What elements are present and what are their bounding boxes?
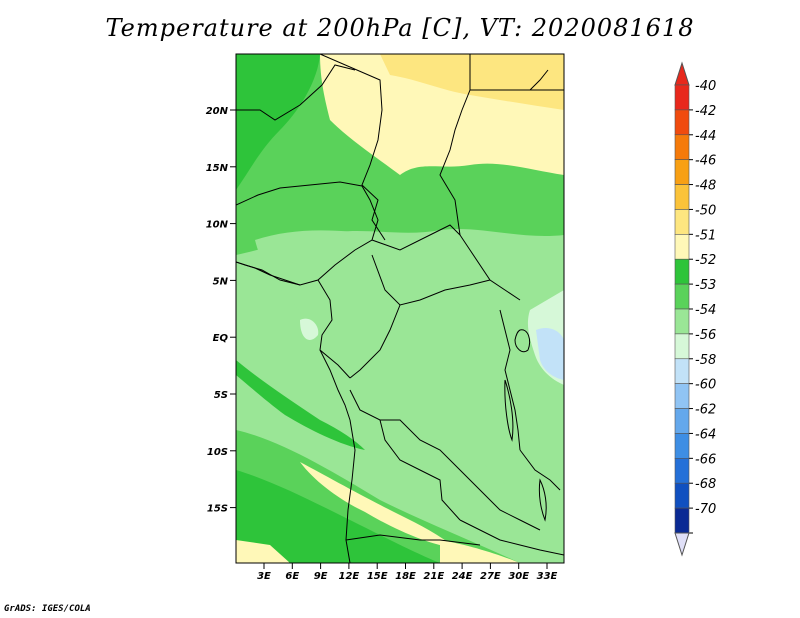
field-west-strip xyxy=(236,360,365,450)
lon-label: 30E xyxy=(508,571,529,582)
border-drc-north xyxy=(349,304,401,379)
colorbar-label: -52 xyxy=(695,253,716,268)
border-car-south xyxy=(371,254,491,306)
lat-label: 5N xyxy=(213,276,229,287)
colorbar-swatch xyxy=(674,308,690,335)
colorbar-label: -48 xyxy=(695,179,716,194)
latitude-axis: 20N 15N 10N 5N EQ 5S 10S 15S xyxy=(206,106,236,515)
colorbar-label: -42 xyxy=(695,104,716,119)
lat-label: EQ xyxy=(213,333,229,344)
colorbar-label: -54 xyxy=(695,303,716,318)
field-central-lightest xyxy=(536,328,564,380)
border-congo xyxy=(317,279,351,379)
border-south xyxy=(345,534,481,546)
lon-label: 12E xyxy=(339,571,360,582)
colorbar-top-arrow xyxy=(674,61,690,86)
border-cameroon xyxy=(236,185,379,286)
lake-victoria xyxy=(514,329,531,353)
border-nigeria xyxy=(236,181,363,206)
lat-label: 15S xyxy=(207,504,228,515)
grads-credit: GrADS: IGES/COLA xyxy=(4,604,91,614)
colorbar-swatch xyxy=(674,159,690,185)
lat-label: 10S xyxy=(207,447,228,458)
longitude-axis: 3E 6E 9E 12E 15E 18E 21E 24E 27E 30E 33E xyxy=(257,563,558,582)
lon-label: 15E xyxy=(367,571,388,582)
colorbar-swatch xyxy=(674,383,690,409)
lon-label: 9E xyxy=(314,571,328,582)
lon-label: 27E xyxy=(480,571,501,582)
lon-label: 3E xyxy=(257,571,271,582)
colorbar-swatch xyxy=(674,84,690,111)
colorbar-swatch xyxy=(674,408,690,434)
colorbar-label: -68 xyxy=(695,477,716,492)
colorbar-label: -66 xyxy=(695,452,716,467)
lat-label: 10N xyxy=(206,220,229,231)
lon-label: 18E xyxy=(395,571,416,582)
colorbar-swatch xyxy=(674,358,690,384)
colorbar-label: -40 xyxy=(695,79,716,94)
colorbar-swatch xyxy=(674,458,690,484)
lake-malawi xyxy=(538,478,547,522)
border-niger xyxy=(236,64,356,121)
field-southeast-warm xyxy=(440,540,520,563)
colorbar-label: -44 xyxy=(695,129,716,144)
lon-label: 24E xyxy=(452,571,473,582)
colorbar-label: -58 xyxy=(695,353,716,368)
colorbar-label: -60 xyxy=(695,378,716,393)
field-north-dark xyxy=(236,54,320,190)
lat-label: 5S xyxy=(214,390,228,401)
colorbar-label: -53 xyxy=(695,278,716,293)
field-east-light-patch xyxy=(477,440,564,530)
colorbar-swatch xyxy=(674,283,690,310)
colorbar-swatch xyxy=(674,184,690,210)
colorbar-label: -46 xyxy=(695,154,716,169)
colorbar-swatch xyxy=(674,507,690,534)
lon-label: 33E xyxy=(537,571,558,582)
colorbar-label: -64 xyxy=(695,427,716,442)
field-south-warm-corner xyxy=(236,540,290,563)
red-sea-coast xyxy=(529,69,549,91)
border-chad-north xyxy=(319,54,386,241)
lat-label: 20N xyxy=(206,106,229,117)
colorbar-swatch xyxy=(674,433,690,459)
field-south-band xyxy=(236,470,440,563)
lon-label: 6E xyxy=(285,571,299,582)
border-drc-south xyxy=(349,389,541,531)
map-frame xyxy=(235,53,565,564)
colorbar-label: -50 xyxy=(695,203,716,218)
border-angola xyxy=(345,419,356,563)
lon-label: 21E xyxy=(423,571,444,582)
colorbar: -40 -42 -44 -46 -48 -50 -51 -52 -53 -54 -56 -58 -60 -… xyxy=(674,61,716,557)
colorbar-swatch xyxy=(674,234,690,260)
temperature-field xyxy=(236,54,564,563)
border-tanzania xyxy=(519,449,561,491)
colorbar-swatch xyxy=(674,482,690,509)
border-car xyxy=(371,224,461,251)
colorbar-swatch xyxy=(674,109,690,136)
colorbar-bottom-arrow xyxy=(674,532,690,557)
coast-west xyxy=(319,349,351,421)
lat-label: 15N xyxy=(206,163,229,174)
field-north-warmest xyxy=(380,54,564,110)
colorbar-label: -62 xyxy=(695,403,716,418)
colorbar-swatch xyxy=(674,333,690,360)
political-borders xyxy=(236,54,564,563)
border-sudan xyxy=(439,54,521,301)
colorbar-swatch xyxy=(674,209,690,235)
border-zambia xyxy=(459,519,564,556)
colorbar-label: -70 xyxy=(695,502,716,517)
colorbar-label: -56 xyxy=(695,328,716,343)
field-south-warm-strip xyxy=(300,462,455,548)
field-west-light xyxy=(300,318,319,340)
colorbar-swatch xyxy=(674,134,690,160)
map-title: Temperature at 200hPa [C], VT: 202008161… xyxy=(105,14,695,42)
colorbar-swatch xyxy=(674,258,690,285)
lake-tanganyika xyxy=(504,379,514,442)
gulf-of-guinea-coast xyxy=(236,261,301,286)
colorbar-label: -51 xyxy=(695,228,716,243)
border-east xyxy=(499,309,521,451)
border-angola-east xyxy=(379,419,461,521)
